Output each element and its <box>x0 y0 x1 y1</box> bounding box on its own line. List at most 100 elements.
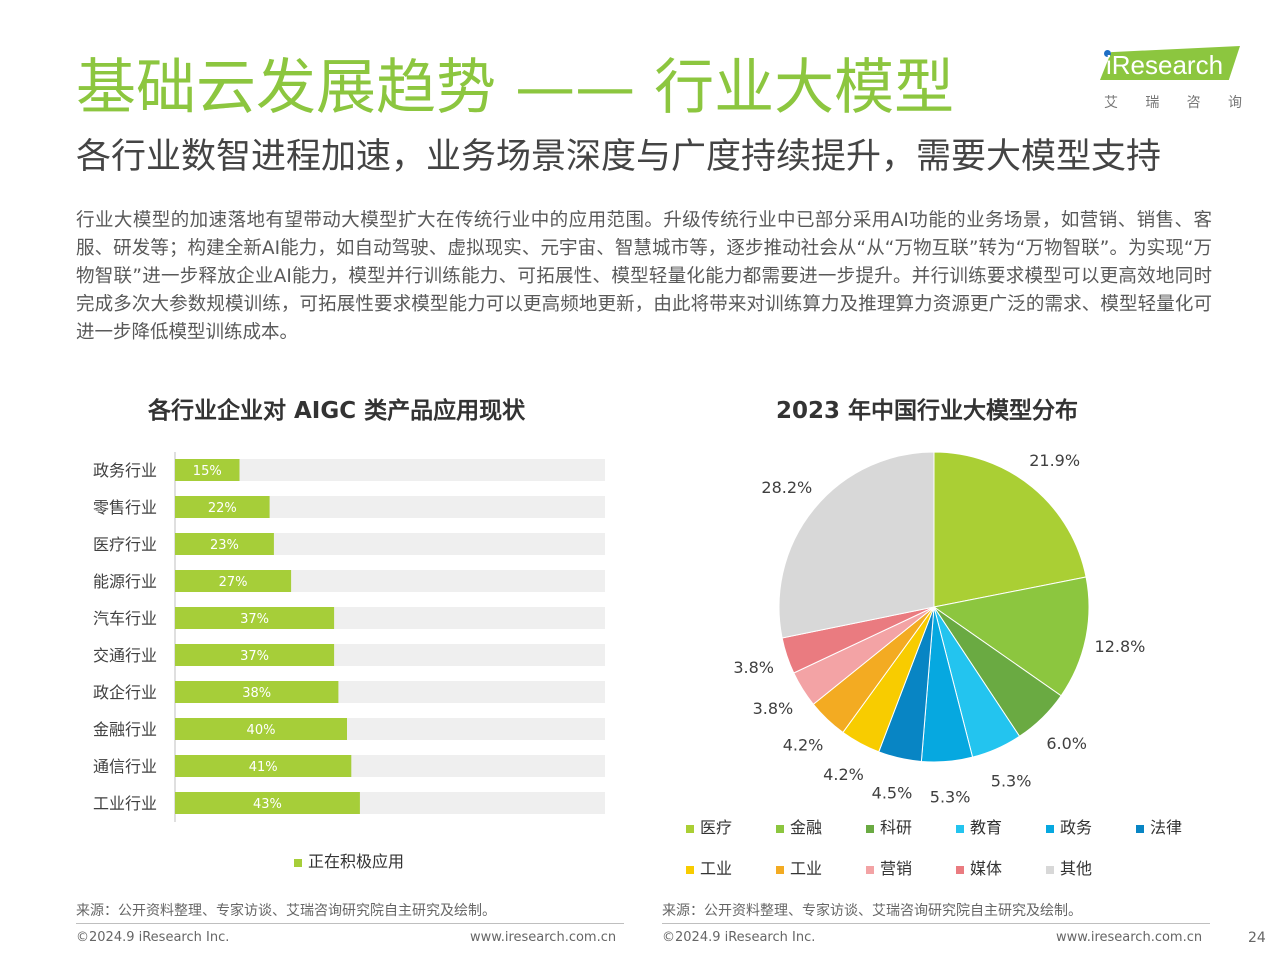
pie-chart-title: 2023 年中国行业大模型分布 <box>776 398 1079 424</box>
pie-legend-item: 法律 <box>1136 818 1182 838</box>
logo-sub-char: 艾 <box>1104 95 1118 111</box>
bar-value-label: 15% <box>193 464 222 479</box>
pie-value-label: 3.8% <box>753 699 794 718</box>
legend-swatch <box>956 824 964 833</box>
pie-legend-item: 科研 <box>866 818 912 838</box>
bar-mark <box>175 607 335 629</box>
copyright-right: ©2024.9 iResearch Inc. <box>662 930 816 945</box>
logo-sub-char: 咨 <box>1186 95 1201 111</box>
legend-swatch <box>686 865 694 874</box>
legend-swatch <box>866 865 874 874</box>
bar-mark <box>175 644 335 666</box>
bar-category-label: 工业行业 <box>93 794 157 813</box>
bar-value-label: 43% <box>253 797 282 812</box>
pie-value-label: 3.8% <box>733 658 774 677</box>
logo-text: iResearch <box>1106 50 1224 80</box>
copyright-left: ©2024.9 iResearch Inc. <box>76 930 230 945</box>
pie-legend: 医疗 金融 科研 教育 政务 法律工业 工业 营销 媒体 其他 <box>686 818 1206 888</box>
page-title: 基础云发展趋势 —— 行业大模型 <box>76 53 955 123</box>
pie-slice <box>933 451 1087 608</box>
pie-legend-label: 营销 <box>880 859 913 878</box>
bar-value-label: 38% <box>242 686 271 701</box>
source-note-right: 来源：公开资料整理、专家访谈、艾瑞咨询研究院自主研究及绘制。 <box>662 903 1082 919</box>
bar-value-label: 27% <box>219 575 248 590</box>
legend-swatch <box>776 824 784 833</box>
pie-legend-label: 政务 <box>1060 818 1093 837</box>
logo-dot-icon <box>1104 50 1111 57</box>
pie-legend-item: 其他 <box>1046 859 1092 879</box>
page-number: 24 <box>1248 930 1266 946</box>
bar-track <box>175 533 605 555</box>
pie-value-label: 5.3% <box>991 772 1032 791</box>
bar-track <box>175 459 605 481</box>
pie-slice <box>778 451 935 639</box>
bar-category-label: 零售行业 <box>93 498 157 517</box>
legend-swatch <box>1046 865 1054 874</box>
bar-category-label: 能源行业 <box>93 572 157 591</box>
pie-legend-label: 法律 <box>1150 818 1183 837</box>
pie-value-label: 4.5% <box>872 783 913 802</box>
legend-swatch <box>956 865 964 874</box>
pie-legend-item: 教育 <box>956 818 1002 838</box>
bar-track <box>175 496 605 518</box>
bar-mark <box>175 718 347 740</box>
pie-legend-label: 科研 <box>880 818 913 837</box>
bar-category-label: 通信行业 <box>93 757 157 776</box>
pie-value-label: 5.3% <box>930 787 971 806</box>
bar-category-label: 政务行业 <box>93 461 157 480</box>
logo-sub-char: 询 <box>1227 95 1242 111</box>
pie-legend-item: 营销 <box>866 859 912 879</box>
bar-category-label: 医疗行业 <box>93 535 157 554</box>
pie-legend-label: 媒体 <box>970 859 1003 878</box>
bar-mark <box>175 681 339 703</box>
bar-mark <box>175 755 352 777</box>
pie-value-label: 28.2% <box>761 478 812 497</box>
bar-legend: 正在积极应用 <box>294 848 404 872</box>
legend-swatch <box>1136 824 1144 833</box>
pie-legend-item: 工业 <box>776 859 822 879</box>
url-left[interactable]: www.iresearch.com.cn <box>470 930 617 945</box>
bar-mark <box>175 533 274 555</box>
bar-mark <box>175 570 292 592</box>
pie-legend-label: 工业 <box>700 859 733 878</box>
bar-value-label: 37% <box>240 649 269 664</box>
bar-category-label: 汽车行业 <box>93 609 157 628</box>
pie-legend-item: 医疗 <box>686 818 732 838</box>
pie-value-label: 21.9% <box>1029 451 1080 470</box>
bar-chart: 15% 政务行业 22% 零售行业 23% 医疗行业 27% 能源行业 37% 汽车行业 37% 交通… <box>93 452 605 822</box>
pie-value-label: 4.2% <box>783 736 824 755</box>
pie-legend-item: 政务 <box>1046 818 1092 838</box>
pie-value-label: 6.0% <box>1046 734 1087 753</box>
bar-chart-title: 各行业企业对 AIGC 类产品应用现状 <box>148 398 526 424</box>
footer-divider-left <box>76 923 624 924</box>
logo-subtitle: 艾 瑞 咨 询 <box>1104 92 1242 112</box>
pie-slice <box>932 576 1090 697</box>
pie-legend-label: 教育 <box>970 818 1003 837</box>
legend-swatch <box>1046 824 1054 833</box>
bar-legend-label: 正在积极应用 <box>308 852 405 871</box>
source-note-left: 来源：公开资料整理、专家访谈、艾瑞咨询研究院自主研究及绘制。 <box>76 903 496 919</box>
pie-legend-item: 金融 <box>776 818 822 838</box>
footer-divider-right <box>662 923 1210 924</box>
page-subtitle: 各行业数智进程加速，业务场景深度与广度持续提升，需要大模型支持 <box>76 137 1162 177</box>
bar-category-label: 金融行业 <box>93 720 157 739</box>
legend-swatch <box>686 824 694 833</box>
pie-value-label: 12.8% <box>1095 637 1146 656</box>
iresearch-logo: iResearch 艾 瑞 咨 询 <box>1100 42 1245 112</box>
legend-swatch <box>776 865 784 874</box>
logo-banner <box>1100 46 1240 80</box>
bar-value-label: 23% <box>210 538 239 553</box>
bar-mark <box>175 459 240 481</box>
logo-sub-char: 瑞 <box>1145 95 1160 111</box>
pie-legend-label: 金融 <box>790 818 823 837</box>
bar-category-label: 交通行业 <box>93 646 157 665</box>
url-right[interactable]: www.iresearch.com.cn <box>1056 930 1203 945</box>
bar-category-label: 政企行业 <box>93 683 157 702</box>
legend-swatch <box>866 824 874 833</box>
pie-legend-label: 工业 <box>790 859 823 878</box>
bar-value-label: 37% <box>240 612 269 627</box>
pie-legend-label: 其他 <box>1060 859 1093 878</box>
pie-legend-item: 媒体 <box>956 859 1002 879</box>
legend-swatch <box>294 858 302 867</box>
bar-value-label: 41% <box>249 760 278 775</box>
